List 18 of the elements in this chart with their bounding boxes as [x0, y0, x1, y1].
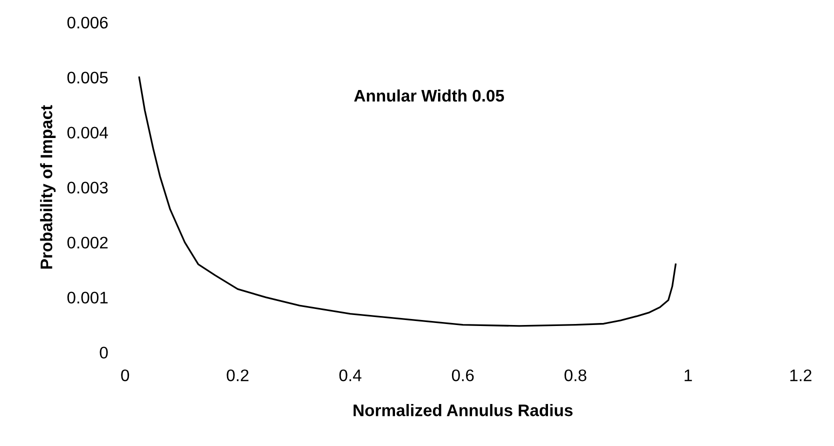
y-axis-title: Probability of Impact	[40, 105, 56, 269]
y-tick-label: 0.004	[67, 126, 108, 139]
x-tick-label: 0.2	[226, 369, 248, 382]
x-tick-label: 0.4	[339, 369, 362, 382]
y-tick-label: 0	[100, 346, 108, 359]
y-tick-label: 0.001	[67, 292, 108, 304]
x-tick-label: 0.6	[452, 369, 474, 382]
x-tick-label: 0	[121, 369, 130, 382]
annotation: Annular Width 0.05	[354, 89, 504, 102]
x-tick-label: 1	[684, 370, 692, 382]
y-tick-label: 0.003	[67, 182, 108, 194]
x-tick-label: 0.8	[564, 369, 586, 382]
line-series	[138, 76, 676, 327]
y-tick-label: 0.005	[67, 72, 108, 84]
x-tick-label: 1.2	[790, 369, 812, 382]
x-axis-title: Normalized Annulus Radius	[354, 404, 573, 416]
y-tick-label: 0.002	[67, 236, 108, 249]
y-tick-label: 0.006	[67, 16, 108, 29]
